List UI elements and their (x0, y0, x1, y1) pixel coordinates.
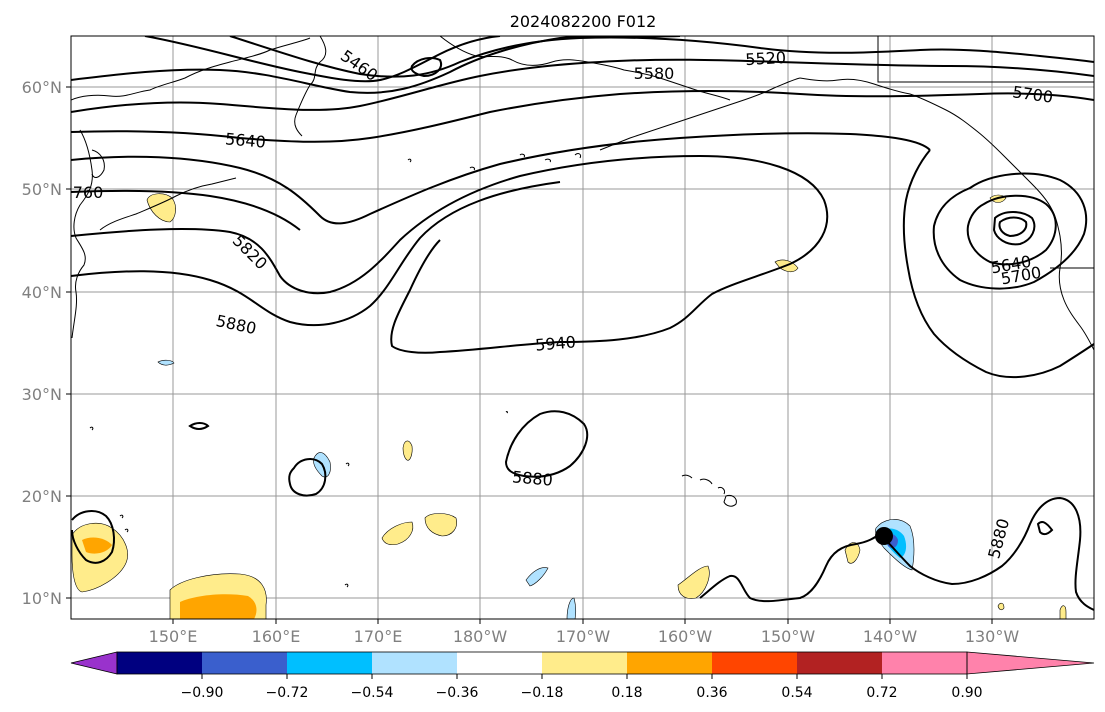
colorbar-label: −0.72 (266, 685, 309, 701)
tick-marks (66, 86, 993, 624)
colorbar-label: 0.72 (866, 685, 897, 701)
contour-line (71, 510, 115, 564)
gridlines (71, 36, 1094, 619)
lat-labels: 60°N 50°N 40°N 30°N 20°N 10°N (22, 78, 62, 608)
contour-line (998, 216, 1028, 238)
contour-line (410, 57, 442, 78)
lat-label: 20°N (22, 487, 62, 506)
colorbar-extend-left (70, 651, 118, 675)
contour-line (504, 410, 589, 478)
positive-anomaly-patch (677, 565, 710, 599)
map-panel: 5460 5580 5520 5700 5640 760 5820 5880 5… (71, 36, 1094, 619)
colorbar-ticks (201, 674, 968, 679)
colorbar-segment (712, 652, 797, 674)
contour-line (699, 496, 1094, 611)
negative-anomaly-patch (525, 567, 549, 587)
coastline-kurils (99, 177, 237, 231)
colorbar-segment (117, 652, 202, 674)
colorbar-label: −0.54 (351, 685, 394, 701)
contour-label: 5520 (745, 48, 787, 69)
contour-line (144, 36, 501, 83)
coastline-small-islands (407, 153, 581, 171)
contour-line (932, 172, 1088, 290)
positive-anomaly-patch (402, 440, 413, 461)
contour-label: 5940 (534, 332, 576, 354)
coastline-hawaii (681, 474, 737, 507)
colorbar-segment (797, 652, 882, 674)
negative-anomaly-patch (566, 597, 576, 619)
colorbar-segment (542, 652, 627, 674)
coastline-north-america (799, 77, 1094, 351)
contour-line (902, 149, 1094, 379)
shaded-anomalies (71, 193, 1067, 619)
contour-line (71, 181, 561, 327)
lon-labels: 150°E 160°E 170°E 180°W 170°W 160°W 150°… (149, 627, 1020, 646)
contour-line (992, 211, 1036, 246)
contour-line (71, 132, 931, 225)
lon-label: 170°W (556, 627, 611, 646)
contour-line (188, 422, 210, 430)
contour-label: 760 (73, 183, 104, 202)
colorbar-label: 0.36 (696, 685, 727, 701)
colorbar-label: 0.90 (951, 685, 982, 701)
colorbar-label: −0.90 (181, 685, 224, 701)
coastline-aleutians (599, 77, 801, 151)
positive-anomaly-core (82, 537, 112, 554)
colorbar-segment (287, 652, 372, 674)
contour-line (71, 154, 829, 354)
lat-label: 50°N (22, 180, 62, 199)
colorbar-segment (882, 652, 967, 674)
contour-line (229, 36, 1094, 78)
lon-label: 170°E (354, 627, 403, 646)
positive-anomaly-patch (424, 513, 457, 537)
contour-label: 5880 (511, 467, 553, 489)
contour-line (71, 189, 301, 231)
positive-anomaly-patch (381, 521, 414, 546)
height-contours (71, 36, 1094, 611)
lon-label: 130°W (965, 627, 1020, 646)
contour-line (1036, 521, 1054, 536)
contour-line (71, 58, 1094, 113)
colorbar-label: 0.54 (781, 685, 812, 701)
colorbar-segment (627, 652, 712, 674)
contour-line (288, 458, 327, 497)
positive-anomaly-core (180, 594, 257, 619)
contour-label: 5640 (224, 129, 266, 151)
lon-label: 140°W (863, 627, 918, 646)
contour-line (71, 90, 1094, 143)
colorbar-extend-right (966, 651, 1095, 675)
positive-anomaly-patch (844, 542, 861, 564)
negative-anomaly-patch (157, 359, 175, 366)
lon-label: 150°W (761, 627, 816, 646)
lat-label: 30°N (22, 385, 62, 404)
positive-anomaly-patch (146, 193, 176, 223)
colorbar-label: 0.18 (611, 685, 642, 701)
colorbar-segment (457, 652, 542, 674)
coastline-sakhalin-hokkaido (71, 129, 93, 339)
lat-label: 10°N (22, 589, 62, 608)
coastline-siberia (71, 37, 311, 101)
coastline-tiny-islands (89, 411, 508, 588)
positive-anomaly-patch (1059, 605, 1067, 619)
lon-label: 180°W (453, 627, 508, 646)
colorbar-segment (372, 652, 457, 674)
lat-label: 40°N (22, 283, 62, 302)
colorbar-segment (202, 652, 287, 674)
contour-line (966, 194, 1057, 266)
lon-label: 150°E (149, 627, 198, 646)
map-title: 2024082200 F012 (510, 12, 657, 31)
positive-anomaly-patch (997, 602, 1005, 611)
lat-label: 60°N (22, 78, 62, 97)
contour-label: 5580 (634, 64, 675, 83)
colorbar-label: −0.36 (436, 685, 479, 701)
lon-label: 160°W (658, 627, 713, 646)
colorbar-label: −0.18 (521, 685, 564, 701)
coastline-island (91, 149, 105, 178)
contour-line (71, 36, 681, 94)
colorbar: −0.90 −0.72 −0.54 −0.36 −0.18 0.18 0.36 … (70, 651, 1095, 701)
lon-label: 160°E (252, 627, 301, 646)
storm-center-marker (875, 527, 893, 545)
